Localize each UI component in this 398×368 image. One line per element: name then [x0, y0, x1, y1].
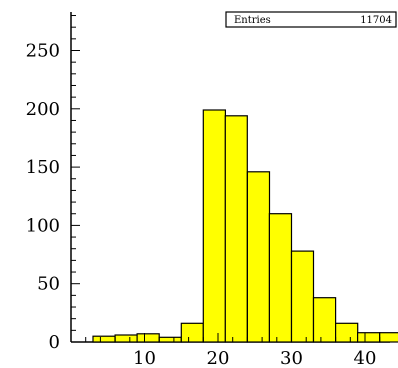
x-tick-label: 30 [280, 348, 303, 368]
histogram-bin [158, 336, 182, 343]
histogram-bin [92, 335, 116, 343]
x-tick-label: 10 [133, 348, 156, 368]
histogram-bin [379, 332, 398, 343]
histogram-bin [357, 332, 381, 343]
histogram-bin [180, 322, 204, 343]
stats-entries-value: 11704 [360, 15, 392, 26]
y-tick-label: 250 [26, 41, 60, 62]
stats-entries-label: Entries [234, 15, 271, 26]
x-tick-label: 40 [354, 348, 377, 368]
y-axis-ticks: 0 50 100 150 200 250 [26, 15, 80, 353]
x-axis-ticks: 10 20 30 40 [85, 333, 381, 368]
histogram-bin [114, 334, 138, 343]
histogram-bin [224, 115, 248, 343]
x-tick-label: 20 [207, 348, 230, 368]
histogram-bin [268, 213, 293, 343]
y-tick-label: 150 [26, 157, 60, 178]
histogram-bin [136, 333, 160, 343]
histogram-bin [246, 171, 271, 343]
histogram-bin [335, 322, 359, 343]
y-tick-label: 50 [37, 274, 60, 295]
stats-box: Entries 11704 [225, 11, 397, 28]
histogram-bin [290, 250, 315, 343]
histogram-bin [312, 297, 337, 343]
histogram-bin [202, 109, 227, 343]
y-tick-label: 0 [49, 332, 60, 353]
y-tick-label: 200 [26, 99, 60, 120]
y-tick-label: 100 [26, 215, 60, 236]
histogram-bars [92, 109, 398, 343]
stats-box-frame [225, 11, 397, 28]
